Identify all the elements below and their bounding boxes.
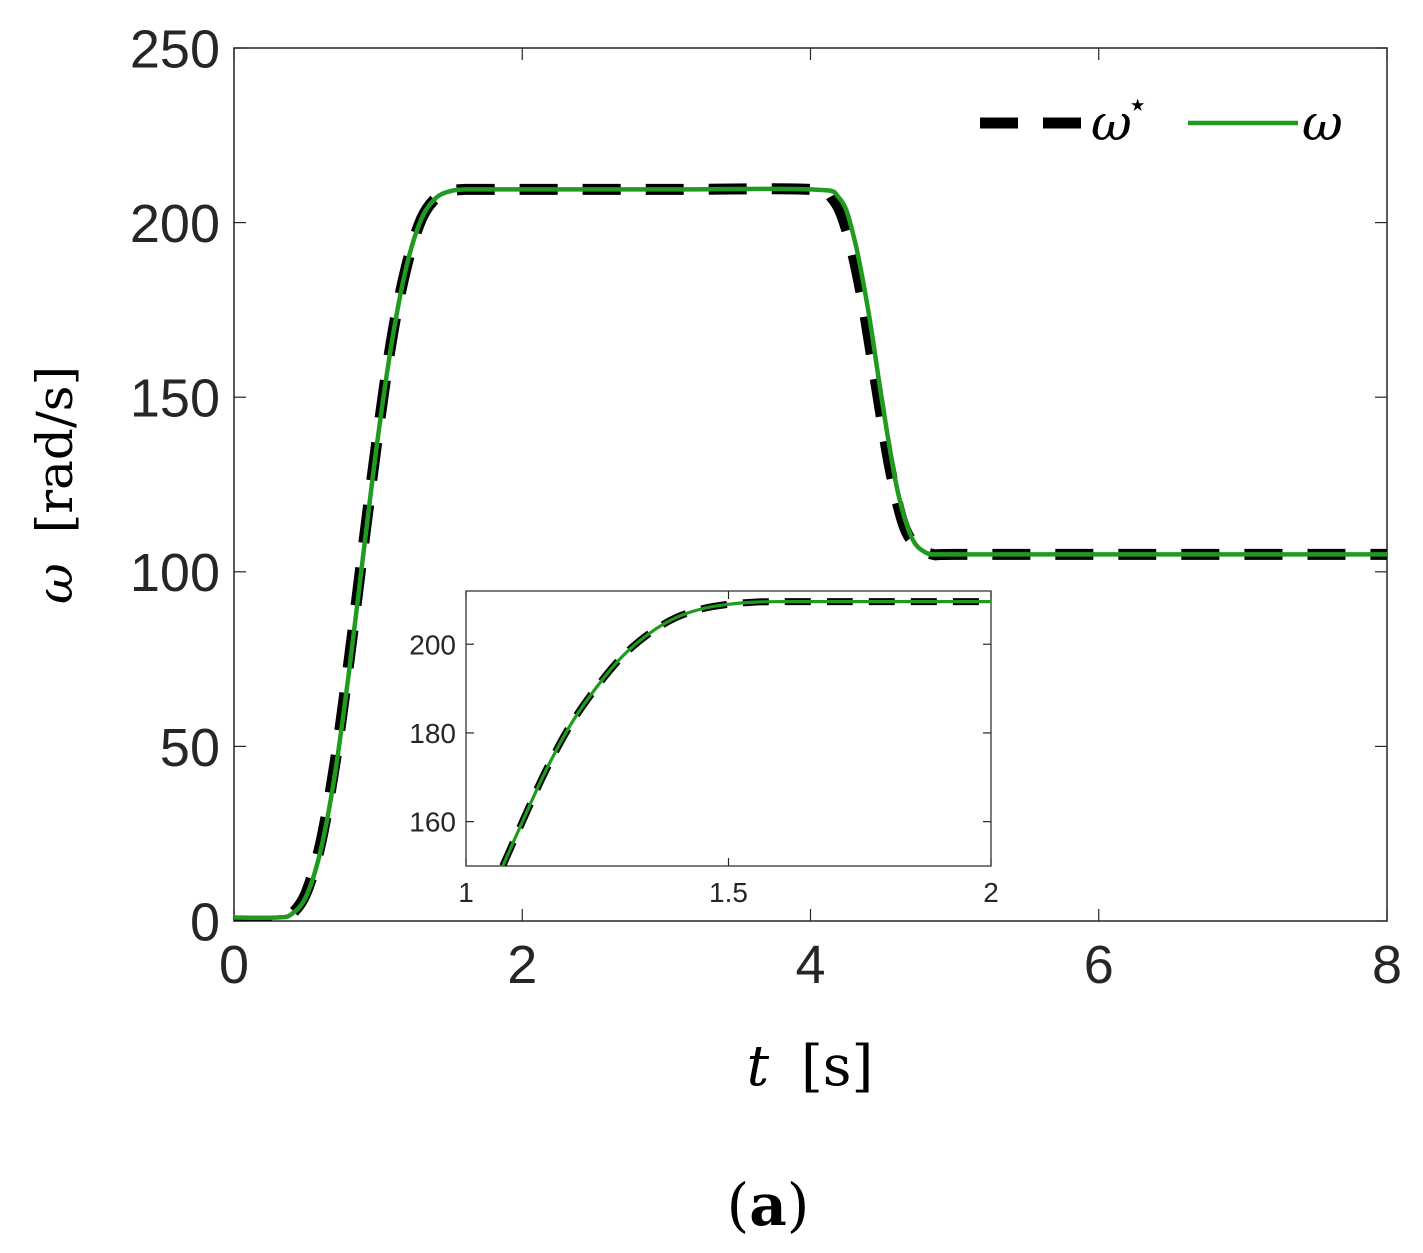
y-tick-label: 180 — [409, 718, 456, 749]
x-tick-label: 1 — [458, 877, 474, 908]
x-tick-label: 0 — [219, 935, 249, 995]
main-lines — [234, 183, 1387, 921]
y-axis-variable: ω — [26, 563, 84, 604]
x-tick-label: 4 — [795, 935, 825, 995]
caption-letter: a — [749, 1171, 787, 1239]
legend-meas-label: ω — [1302, 94, 1343, 152]
x-tick-label: 2 — [983, 877, 999, 908]
main-ticks: 0 2 4 6 8 0 50 100 150 200 250 — [130, 19, 1402, 995]
x-axis-unit: [s] — [801, 1034, 873, 1099]
y-axis-label: ω [rad/s] — [26, 366, 84, 604]
inset-lines — [499, 598, 991, 866]
y-tick-label: 250 — [130, 19, 220, 79]
y-tick-label: 160 — [409, 807, 456, 838]
series-measured-line — [234, 186, 1387, 921]
y-axis-unit: [rad/s] — [26, 366, 84, 533]
series-measured-line — [501, 600, 991, 866]
x-tick-label: 1.5 — [709, 877, 748, 908]
inset-plot-frame — [465, 590, 992, 867]
y-tick-label: 100 — [130, 543, 220, 603]
legend-ref-label: ω — [1091, 94, 1132, 152]
x-tick-label: 2 — [507, 935, 537, 995]
y-tick-label: 150 — [130, 369, 220, 429]
y-tick-label: 200 — [130, 194, 220, 254]
x-axis-label: t [s] — [747, 1034, 874, 1099]
caption: (a) — [727, 1171, 810, 1239]
y-tick-label: 200 — [409, 629, 456, 660]
legend: ω ⋆ ω — [980, 85, 1343, 152]
inset-plot: 1 1.5 2 160 180 200 — [409, 590, 999, 908]
x-axis-variable: t — [747, 1034, 770, 1099]
caption-open: ( — [727, 1171, 750, 1239]
x-tick-label: 6 — [1084, 935, 1114, 995]
inset-ticks: 1 1.5 2 160 180 200 — [409, 591, 999, 908]
x-tick-label: 8 — [1372, 935, 1402, 995]
y-tick-label: 0 — [190, 892, 220, 952]
caption-close: ) — [787, 1171, 810, 1239]
y-tick-label: 50 — [160, 718, 220, 778]
legend-ref-superscript: ⋆ — [1127, 85, 1148, 125]
